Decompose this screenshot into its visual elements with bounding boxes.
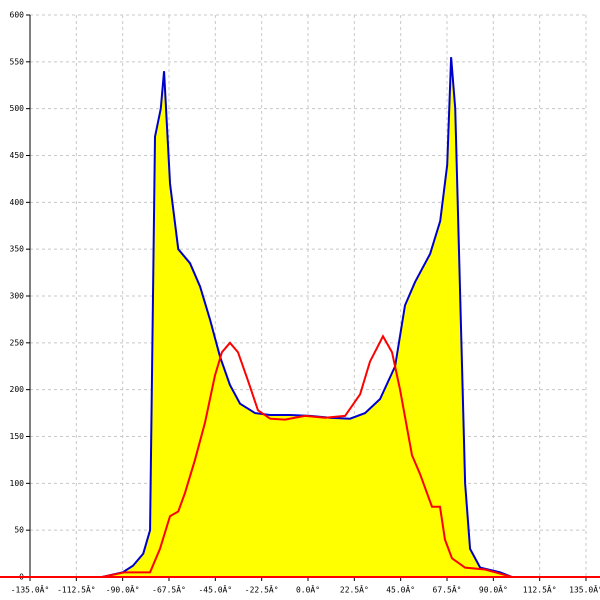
x-tick-label: -135.0Â° — [11, 584, 50, 595]
y-tick-label: 600 — [10, 11, 25, 20]
y-tick-label: 250 — [10, 338, 25, 347]
x-tick-label: 67.5Â° — [433, 584, 462, 595]
x-tick-label: 0.0Â° — [296, 584, 320, 595]
x-tick-label: -22.5Â° — [245, 584, 279, 595]
y-tick-label: 400 — [10, 198, 25, 207]
y-tick-label: 450 — [10, 151, 25, 160]
x-tick-label: 45.0Â° — [386, 584, 415, 595]
x-tick-label: -45.0Â° — [198, 584, 232, 595]
y-tick-label: 350 — [10, 245, 25, 254]
series-line — [101, 57, 513, 578]
x-tick-label: 22.5Â° — [340, 584, 369, 595]
y-tick-label: 150 — [10, 432, 25, 441]
y-tick-label: 200 — [10, 385, 25, 394]
y-tick-label: 100 — [10, 479, 25, 488]
series-line — [101, 334, 513, 578]
area-fill — [102, 57, 513, 577]
x-tick-label: 90.0Â° — [479, 584, 508, 595]
x-tick-label: -67.5Â° — [152, 584, 186, 595]
y-tick-label: 300 — [10, 292, 25, 301]
x-tick-label: -112.5Â° — [57, 584, 96, 595]
y-tick-label: 550 — [10, 57, 25, 66]
y-tick-label: 50 — [14, 526, 24, 535]
x-tick-label: 112.5Â° — [523, 584, 557, 595]
y-tick-label: 500 — [10, 104, 25, 113]
x-tick-label: 135.0Â° — [569, 584, 600, 595]
x-tick-label: -90.0Â° — [106, 584, 140, 595]
